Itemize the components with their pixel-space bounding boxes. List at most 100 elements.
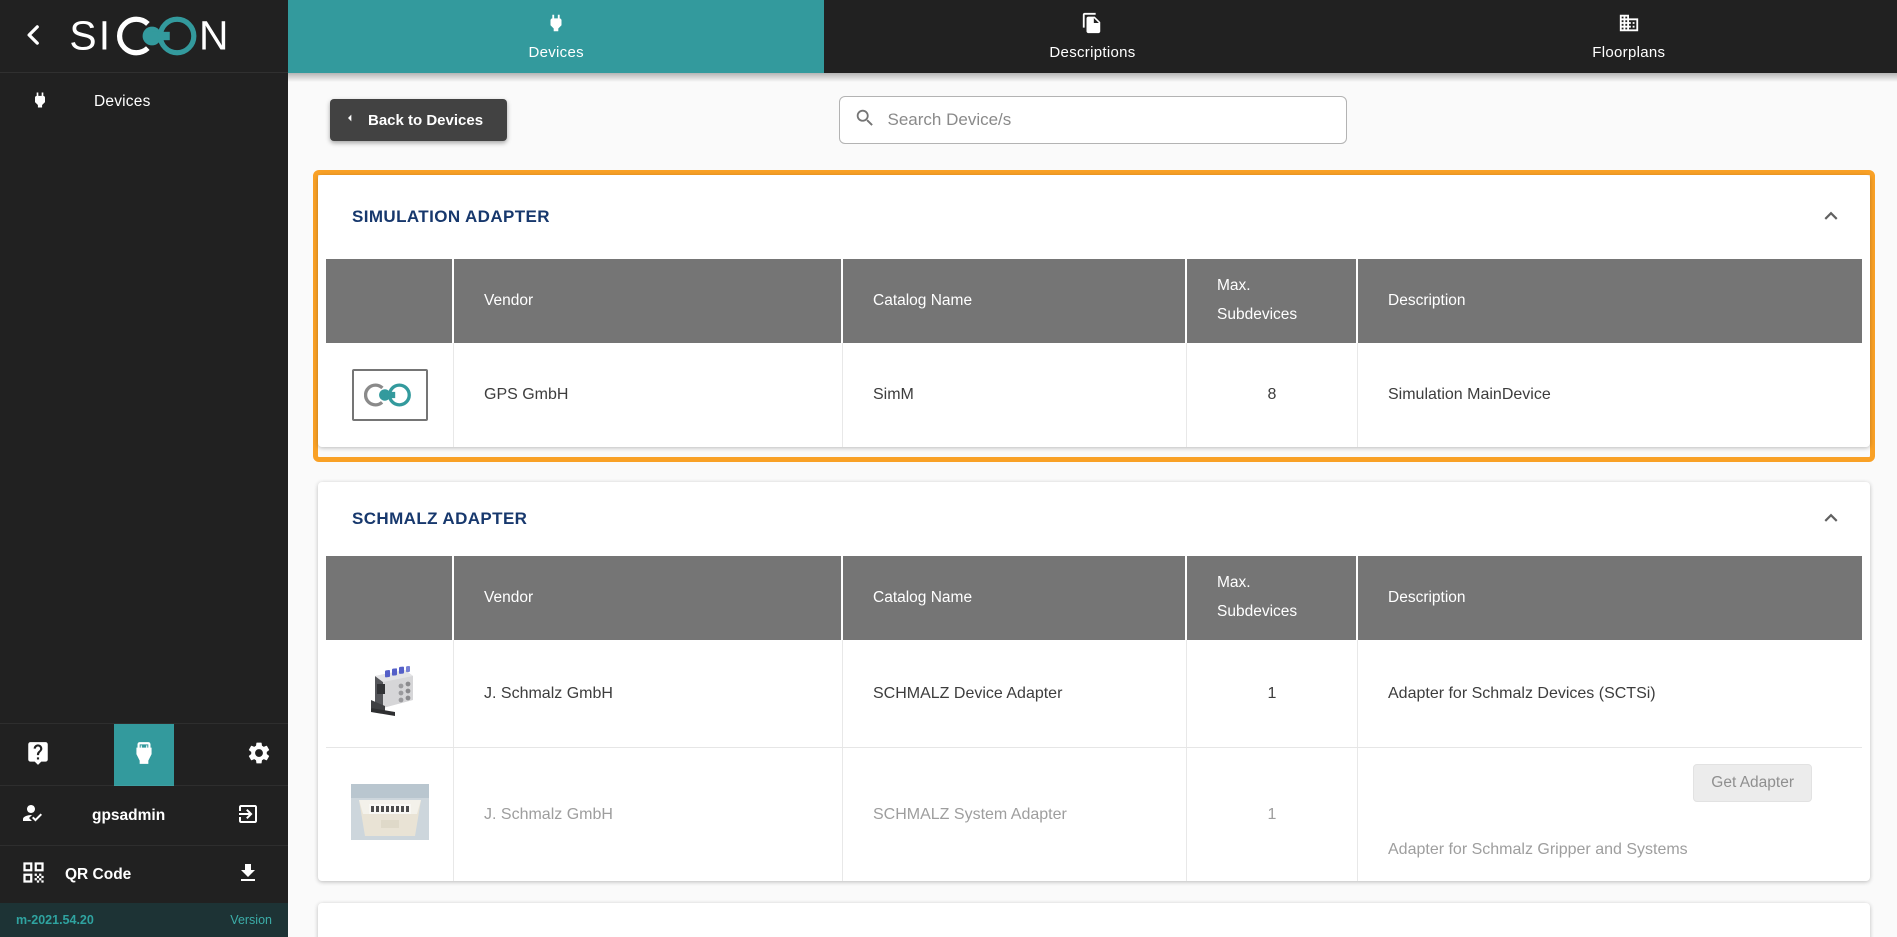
qr-code-row[interactable]: QR Code	[0, 845, 288, 903]
sidebar-quick-actions	[0, 723, 288, 786]
qr-code-label: QR Code	[65, 865, 132, 883]
logout-button[interactable]	[228, 796, 268, 836]
column-header-max-subdevices: Max. Subdevices	[1187, 259, 1358, 343]
main-area: Devices Descriptions Floorplans	[288, 0, 1897, 937]
column-header-max-subdevices: Max. Subdevices	[1187, 556, 1358, 640]
description-cell: Simulation MainDevice	[1388, 386, 1551, 403]
person-check-icon	[20, 801, 44, 830]
section-simulation-adapter: SIMULATION ADAPTER Vendor Catalog Name	[318, 175, 1870, 447]
chevron-up-icon	[1818, 505, 1844, 534]
svg-text:SI: SI	[69, 13, 112, 59]
schmalz-device-image	[361, 660, 419, 727]
user-account-row[interactable]: gpsadmin	[0, 785, 288, 845]
sidebar-spacer	[0, 131, 288, 723]
sidebar-header: SI N	[0, 0, 288, 73]
section-schmalz-adapter: SCHMALZ ADAPTER Vendor Catalog Name Max.…	[318, 482, 1870, 881]
content-area: Back to Devices SIMULATION ADAPTER	[288, 73, 1897, 937]
catalog-cell: SCHMALZ System Adapter	[843, 748, 1187, 881]
max-subdevices-cell: 8	[1187, 343, 1358, 447]
column-header-vendor: Vendor	[454, 556, 843, 640]
arrow-left-icon	[342, 110, 358, 130]
plug-icon	[30, 90, 50, 115]
column-header-description: Description	[1388, 588, 1466, 606]
download-icon	[236, 861, 260, 888]
table-row[interactable]: J. Schmalz GmbH SCHMALZ System Adapter 1…	[326, 747, 1862, 881]
tab-floorplans[interactable]: Floorplans	[1361, 0, 1897, 73]
adapter-table: Vendor Catalog Name Max. Subdevices Desc…	[326, 259, 1862, 447]
search-box	[838, 96, 1347, 144]
tab-descriptions[interactable]: Descriptions	[824, 0, 1360, 73]
max-subdevices-cell: 1	[1187, 748, 1358, 881]
tab-label: Floorplans	[1592, 44, 1666, 61]
svg-text:N: N	[199, 13, 228, 59]
sidebar-item-label: Devices	[94, 93, 151, 110]
schmalz-system-image	[350, 784, 429, 845]
chevron-left-icon	[21, 22, 47, 51]
search-input[interactable]	[887, 110, 1332, 130]
column-header-vendor: Vendor	[454, 259, 843, 343]
sicon-mark-icon	[351, 369, 428, 421]
help-bubble-icon	[25, 740, 51, 769]
collapse-sidebar-button[interactable]	[14, 16, 54, 56]
logout-icon	[236, 802, 260, 829]
table-header-row: Vendor Catalog Name Max. Subdevices Desc…	[326, 556, 1862, 640]
toolbar: Back to Devices	[288, 73, 1897, 170]
table-header-row: Vendor Catalog Name Max. Subdevices Desc…	[326, 259, 1862, 343]
tab-label: Descriptions	[1049, 44, 1136, 61]
column-header-description: Description	[1388, 291, 1466, 309]
device-connector-button[interactable]	[114, 723, 174, 786]
building-icon	[1618, 12, 1640, 39]
product-image-cell	[326, 640, 454, 747]
sidebar: SI N Devices	[0, 0, 288, 937]
section-title: SCHMALZ ADAPTER	[352, 509, 528, 528]
version-label: Version	[230, 913, 272, 927]
table-row[interactable]: GPS GmbH SimM 8 Simulation MainDevice	[326, 343, 1862, 447]
vendor-logo-cell	[326, 343, 454, 447]
vendor-cell: J. Schmalz GmbH	[454, 748, 843, 881]
back-to-devices-button[interactable]: Back to Devices	[330, 99, 508, 141]
search-icon	[854, 107, 876, 134]
table-row[interactable]: J. Schmalz GmbH SCHMALZ Device Adapter 1…	[326, 640, 1862, 747]
vendor-cell: GPS GmbH	[454, 343, 843, 447]
username-label: gpsadmin	[92, 806, 166, 824]
collapse-section-button[interactable]	[1818, 505, 1844, 534]
catalog-cell: SCHMALZ Device Adapter	[843, 640, 1187, 747]
back-button-label: Back to Devices	[368, 111, 484, 129]
help-button[interactable]	[18, 735, 58, 775]
column-header-blank	[326, 259, 454, 343]
adapter-table: Vendor Catalog Name Max. Subdevices Desc…	[326, 556, 1862, 881]
highlight-border: SIMULATION ADAPTER Vendor Catalog Name	[313, 170, 1875, 462]
collapse-section-button[interactable]	[1818, 203, 1844, 232]
tab-devices[interactable]: Devices	[288, 0, 825, 73]
top-tab-bar: Devices Descriptions Floorplans	[288, 0, 1897, 73]
section-header: SCHMALZ ADAPTER	[318, 482, 1870, 556]
max-subdevices-cell: 1	[1187, 640, 1358, 747]
download-button[interactable]	[228, 855, 268, 895]
plug-icon	[545, 12, 567, 39]
sidebar-item-devices[interactable]: Devices	[0, 73, 288, 131]
column-header-blank	[326, 556, 454, 640]
qr-code-icon	[20, 859, 47, 891]
documents-icon	[1081, 12, 1103, 39]
column-header-catalog: Catalog Name	[843, 556, 1187, 640]
description-cell: Get Adapter Adapter for Schmalz Gripper …	[1358, 748, 1862, 881]
product-image-cell	[326, 748, 454, 881]
tab-label: Devices	[528, 44, 584, 61]
version-number: m-2021.54.20	[16, 913, 94, 927]
section-header: SIMULATION ADAPTER	[318, 175, 1870, 259]
get-adapter-button[interactable]: Get Adapter	[1693, 764, 1812, 802]
version-bar: m-2021.54.20 Version	[0, 903, 288, 937]
section-title: SIMULATION ADAPTER	[352, 207, 550, 226]
column-header-catalog: Catalog Name	[843, 259, 1187, 343]
chevron-up-icon	[1818, 203, 1844, 232]
sicon-logo: SI N	[66, 13, 238, 59]
description-cell: Adapter for Schmalz Devices (SCTSi)	[1388, 684, 1656, 702]
vendor-cell: J. Schmalz GmbH	[454, 640, 843, 747]
connector-plug-icon	[131, 740, 157, 769]
description-text: Adapter for Schmalz Gripper and Systems	[1388, 841, 1688, 858]
next-section-card-peek	[318, 903, 1870, 937]
catalog-cell: SimM	[843, 343, 1187, 447]
gear-icon	[246, 740, 272, 769]
settings-button[interactable]	[239, 735, 279, 775]
